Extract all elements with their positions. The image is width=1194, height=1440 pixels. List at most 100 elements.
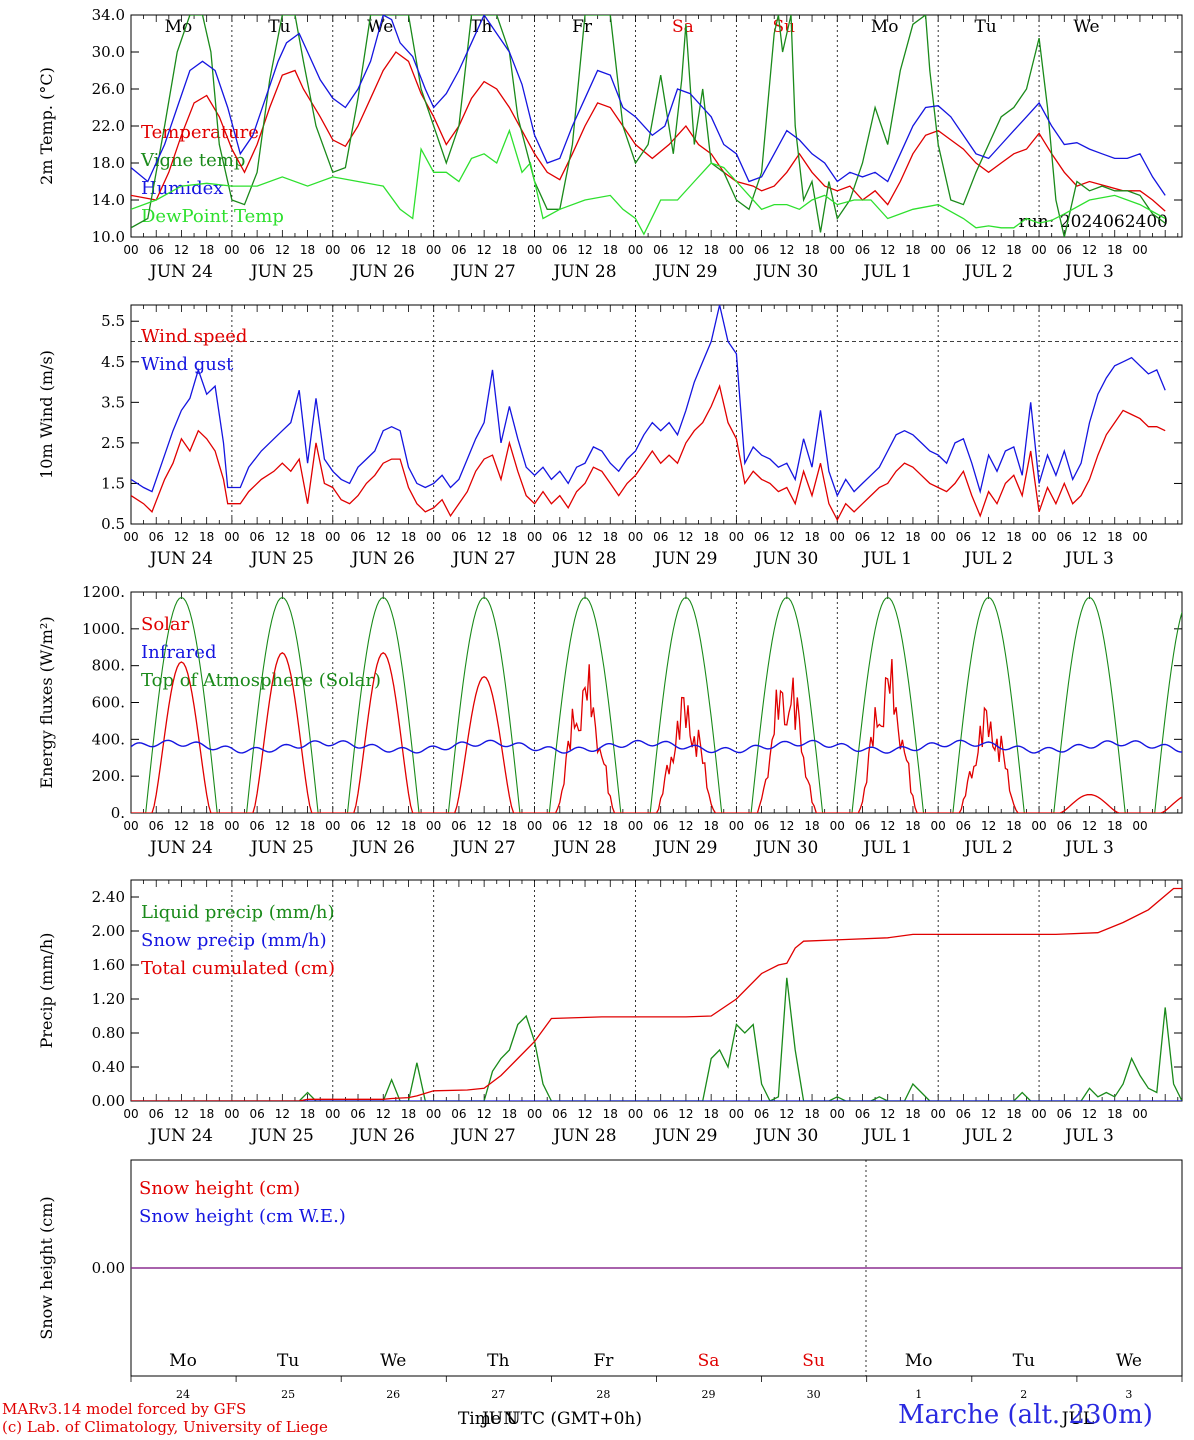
x-date-label: JUN 25 xyxy=(249,1126,314,1146)
x-hour-label: 00 xyxy=(628,530,643,544)
run-annotation: run: 2024062400 xyxy=(1019,212,1168,232)
x-hour-label: 18 xyxy=(199,243,214,257)
x-hour-label: 12 xyxy=(476,530,491,544)
panel-3: 0. 200. 400. 600. 800. 1000. 1200. Energy fluxe… xyxy=(37,583,1183,858)
x-hour-label: 18 xyxy=(1107,243,1122,257)
y-tick-label: 30.0 xyxy=(92,43,125,61)
x-hour-label: 12 xyxy=(174,819,189,833)
x-hour-label: 06 xyxy=(1057,819,1072,833)
day-name-label: Fr xyxy=(572,17,593,37)
x-hour-label: 12 xyxy=(678,530,693,544)
panel-2: 0.5 1.5 2.5 3.5 4.5 5.5 10m Wind (m/s) 00 06 12 18… xyxy=(37,304,1183,569)
x-date-label: JUN 26 xyxy=(350,262,415,282)
legend-entry: Vigne temp xyxy=(140,150,245,171)
panel-frame xyxy=(130,14,1183,238)
y-tick-label: 0.5 xyxy=(101,515,125,533)
x-date-label: JUN 24 xyxy=(148,549,213,569)
series-line xyxy=(131,15,1166,196)
x-hour-label: 00 xyxy=(729,819,744,833)
day-number-label: 25 xyxy=(281,1388,295,1401)
x-hour-label: 06 xyxy=(249,243,264,257)
x-date-label: JUN 27 xyxy=(451,838,516,858)
x-date-label: JUL 2 xyxy=(962,838,1013,858)
day-number-label: 2 xyxy=(1020,1388,1027,1401)
x-hour-label: 18 xyxy=(199,530,214,544)
x-hour-label: 12 xyxy=(577,243,592,257)
series-line xyxy=(131,305,1166,498)
x-date-label: JUN 27 xyxy=(451,262,516,282)
x-hour-label: 18 xyxy=(1006,819,1021,833)
x-hour-label: 18 xyxy=(300,243,315,257)
legend-entry: Temperature xyxy=(141,122,259,143)
x-hour-label: 06 xyxy=(350,530,365,544)
y-tick-label: 0.40 xyxy=(92,1058,125,1076)
day-name-label: Mo xyxy=(169,1351,197,1371)
day-number-label: 27 xyxy=(491,1388,505,1401)
x-hour-label: 18 xyxy=(603,530,618,544)
y-tick-label: 1000. xyxy=(82,620,125,638)
x-hour-label: 12 xyxy=(981,819,996,833)
x-hour-label: 18 xyxy=(704,819,719,833)
x-axis-title: Time UTC (GMT+0h) xyxy=(458,1409,642,1429)
x-hour-label: 00 xyxy=(1132,819,1147,833)
x-date-label: JUN 26 xyxy=(350,549,415,569)
x-hour-label: 12 xyxy=(981,530,996,544)
x-hour-label: 00 xyxy=(426,530,441,544)
x-hour-label: 12 xyxy=(174,1107,189,1121)
x-hour-label: 00 xyxy=(325,819,340,833)
y-tick-label: 600. xyxy=(92,694,125,712)
x-date-label: JUN 24 xyxy=(148,838,213,858)
x-hour-label: 12 xyxy=(779,530,794,544)
x-hour-label: 06 xyxy=(149,1107,164,1121)
series-line xyxy=(131,887,1182,1101)
x-hour-label: 12 xyxy=(880,819,895,833)
day-number-label: 30 xyxy=(807,1388,821,1401)
solar-line xyxy=(131,652,1182,813)
x-hour-label: 12 xyxy=(376,1107,391,1121)
x-hour-label: 06 xyxy=(149,530,164,544)
x-date-label: JUN 29 xyxy=(652,1126,717,1146)
x-hour-label: 18 xyxy=(804,243,819,257)
x-hour-label: 18 xyxy=(1006,243,1021,257)
y-tick-label: 1.20 xyxy=(92,990,125,1008)
x-hour-label: 12 xyxy=(376,530,391,544)
x-hour-label: 18 xyxy=(905,530,920,544)
legend-entry: Solar xyxy=(141,614,190,635)
toa-solar-line xyxy=(131,596,1182,813)
x-date-label: JUL 3 xyxy=(1063,262,1114,282)
x-hour-label: 00 xyxy=(931,530,946,544)
x-hour-label: 18 xyxy=(603,243,618,257)
x-hour-label: 18 xyxy=(401,1107,416,1121)
model-credit: MARv3.14 model forced by GFS (c) Lab. of… xyxy=(2,1400,328,1436)
x-hour-label: 18 xyxy=(603,819,618,833)
x-date-label: JUN 25 xyxy=(249,262,314,282)
y-tick-label: 3.5 xyxy=(101,393,125,411)
x-date-label: JUN 26 xyxy=(350,1126,415,1146)
y-tick-label: 1.60 xyxy=(92,956,125,974)
day-name-label: Mo xyxy=(871,17,899,37)
x-hour-label: 00 xyxy=(224,819,239,833)
legend-entry: Infrared xyxy=(141,642,216,663)
x-hour-label: 00 xyxy=(527,1107,542,1121)
day-name-label: Tu xyxy=(974,17,996,37)
day-name-label: Sa xyxy=(672,17,694,37)
x-hour-label: 06 xyxy=(956,1107,971,1121)
x-hour-label: 12 xyxy=(275,1107,290,1121)
x-hour-label: 06 xyxy=(451,819,466,833)
x-date-label: JUN 29 xyxy=(652,549,717,569)
x-hour-label: 18 xyxy=(401,819,416,833)
x-hour-label: 06 xyxy=(855,1107,870,1121)
x-hour-label: 12 xyxy=(981,243,996,257)
day-name-label: Tu xyxy=(1013,1351,1035,1371)
y-tick-label: 10.0 xyxy=(92,228,125,246)
y-tick-label: 22.0 xyxy=(92,117,125,135)
y-tick-label: 800. xyxy=(92,657,125,675)
x-hour-label: 06 xyxy=(754,1107,769,1121)
x-hour-label: 12 xyxy=(779,1107,794,1121)
x-hour-label: 18 xyxy=(804,819,819,833)
x-date-label: JUN 24 xyxy=(148,1126,213,1146)
x-hour-label: 18 xyxy=(1107,1107,1122,1121)
x-hour-label: 18 xyxy=(300,819,315,833)
x-hour-label: 00 xyxy=(931,819,946,833)
x-hour-label: 12 xyxy=(476,243,491,257)
